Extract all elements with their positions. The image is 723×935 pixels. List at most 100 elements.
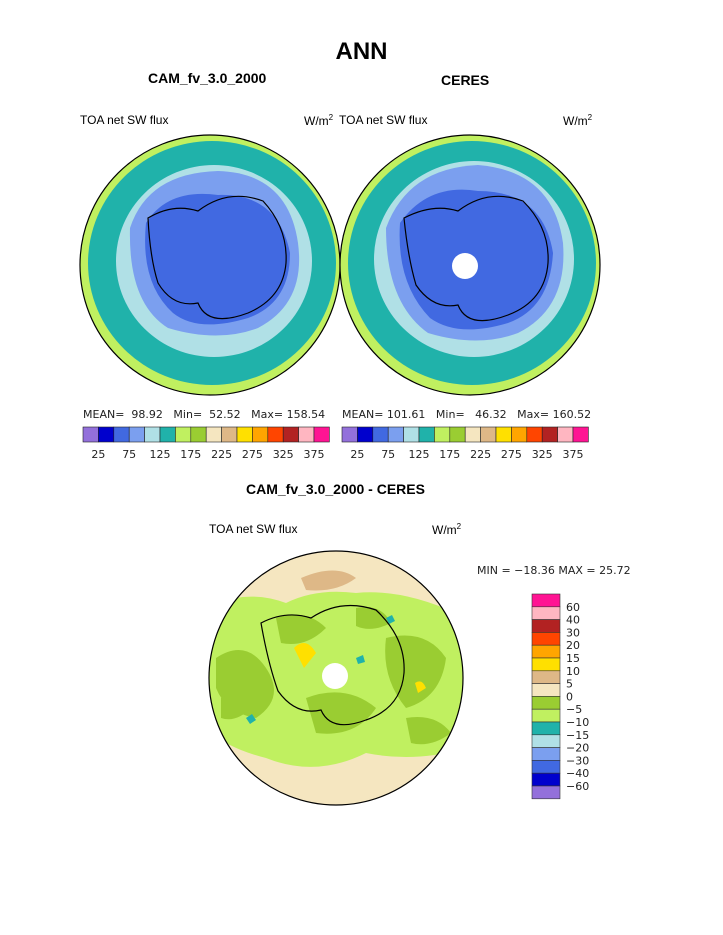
panel-2-variable-label: TOA net SW flux [339, 113, 428, 127]
figure-title: ANN [335, 38, 388, 65]
colorbar-tick-label: 275 [242, 448, 263, 461]
colorbar-box [531, 760, 561, 774]
panel-1-polar-map [79, 134, 341, 396]
colorbar-box [298, 426, 315, 443]
colorbar-box [221, 426, 238, 443]
colorbar-tick-label: 30 [566, 626, 580, 639]
diff-polar-map [208, 550, 464, 806]
diff-variable-label: TOA net SW flux [209, 522, 298, 536]
colorbar-tick-label: 125 [409, 448, 430, 461]
colorbar-tick-label: 375 [304, 448, 325, 461]
panel-1-subtitle: CAM_fv_3.0_2000 [148, 70, 267, 86]
colorbar-box [531, 619, 561, 633]
min-value: 52.52 [209, 408, 241, 421]
mean-value: 101.61 [386, 408, 426, 421]
max-label: Max= [517, 408, 550, 421]
panel-1-variable-label: TOA net SW flux [80, 113, 169, 127]
colorbar-box [531, 683, 561, 697]
colorbar-box [531, 708, 561, 723]
units-text: W/m [432, 523, 457, 537]
units-sup: 2 [456, 522, 462, 531]
panel-1-stats: MEAN= 98.92 Min= 52.52 Max= 158.54 [83, 408, 325, 421]
colorbar-box [313, 426, 330, 443]
colorbar-box [434, 426, 451, 443]
panel-1-units: W/m2 [304, 113, 333, 128]
colorbar-box [531, 747, 561, 761]
diff-units: W/m2 [432, 522, 461, 537]
colorbar-tick-label: 225 [211, 448, 232, 461]
diff-subtitle: CAM_fv_3.0_2000 - CERES [246, 481, 425, 497]
colorbar-tick-label: 5 [566, 678, 573, 691]
colorbar-box [464, 426, 481, 443]
colorbar-tick-label: 325 [273, 448, 294, 461]
colorbar-tick-label: −30 [566, 754, 589, 767]
colorbar-box [190, 426, 207, 443]
min-label: Min= [435, 408, 465, 421]
colorbar-box [236, 426, 253, 443]
max-value: 158.54 [286, 408, 326, 421]
mean-label: MEAN= [342, 408, 384, 421]
units-sup: 2 [328, 113, 334, 122]
colorbar-box [495, 426, 512, 443]
colorbar-box [449, 426, 466, 443]
colorbar-box [205, 426, 222, 443]
panel-1-colorbar: 25 75 125 175 225 275 325 375 [82, 426, 330, 461]
colorbar-box [159, 426, 176, 443]
colorbar-tick-label: 275 [501, 448, 522, 461]
colorbar-box [252, 426, 269, 443]
colorbar-box [531, 670, 561, 684]
colorbar-box [531, 734, 561, 748]
colorbar-tick-label: 10 [566, 665, 580, 678]
colorbar-box [531, 606, 561, 620]
colorbar-box [82, 426, 99, 443]
colorbar-box [531, 593, 561, 608]
panel-2-colorbar: 25 75 125 175 225 275 325 375 [341, 426, 589, 461]
colorbar-tick-label: 325 [532, 448, 553, 461]
colorbar-box [531, 785, 561, 800]
colorbar-box [372, 426, 389, 443]
diff-min-max: MIN = −18.36 MAX = 25.72 [477, 564, 631, 577]
panel-2-subtitle: CERES [441, 72, 490, 88]
colorbar-tick-label: −20 [566, 742, 589, 755]
colorbar-tick-label: −60 [566, 780, 589, 793]
colorbar-box [128, 426, 145, 443]
colorbar-box [572, 426, 589, 443]
colorbar-box [282, 426, 299, 443]
colorbar-box [113, 426, 130, 443]
min-value: 46.32 [475, 408, 507, 421]
colorbar-tick-label: −15 [566, 729, 589, 742]
max-value: 160.52 [552, 408, 592, 421]
max-label: Max= [251, 408, 284, 421]
colorbar-box [531, 696, 561, 710]
colorbar-box [480, 426, 497, 443]
colorbar-tick-label: 25 [350, 448, 364, 461]
colorbar-tick-label: 15 [566, 652, 580, 665]
panel-2-units: W/m2 [563, 113, 592, 128]
colorbar-box [531, 632, 561, 646]
colorbar-box [387, 426, 404, 443]
colorbar-box [531, 721, 561, 736]
colorbar-tick-label: −40 [566, 767, 589, 780]
colorbar-box [541, 426, 558, 443]
colorbar-tick-label: 0 [566, 690, 573, 703]
colorbar-box [357, 426, 374, 443]
colorbar-box [341, 426, 358, 443]
colorbar-tick-label: 75 [381, 448, 395, 461]
units-sup: 2 [587, 113, 593, 122]
colorbar-tick-label: 75 [122, 448, 136, 461]
colorbar-tick-label: 25 [91, 448, 105, 461]
mean-value: 98.92 [131, 408, 163, 421]
panel-2-polar-map [339, 134, 601, 396]
panel-2-stats: MEAN= 101.61 Min= 46.32 Max= 160.52 [342, 408, 591, 421]
min-label: Min= [173, 408, 203, 421]
colorbar-tick-label: 60 [566, 601, 580, 614]
colorbar-tick-label: 20 [566, 639, 580, 652]
colorbar-box [175, 426, 192, 443]
colorbar-tick-label: 125 [150, 448, 171, 461]
colorbar-box [531, 657, 561, 672]
colorbar-tick-label: −10 [566, 716, 589, 729]
colorbar-tick-label: −5 [566, 703, 582, 716]
colorbar-box [531, 644, 561, 659]
